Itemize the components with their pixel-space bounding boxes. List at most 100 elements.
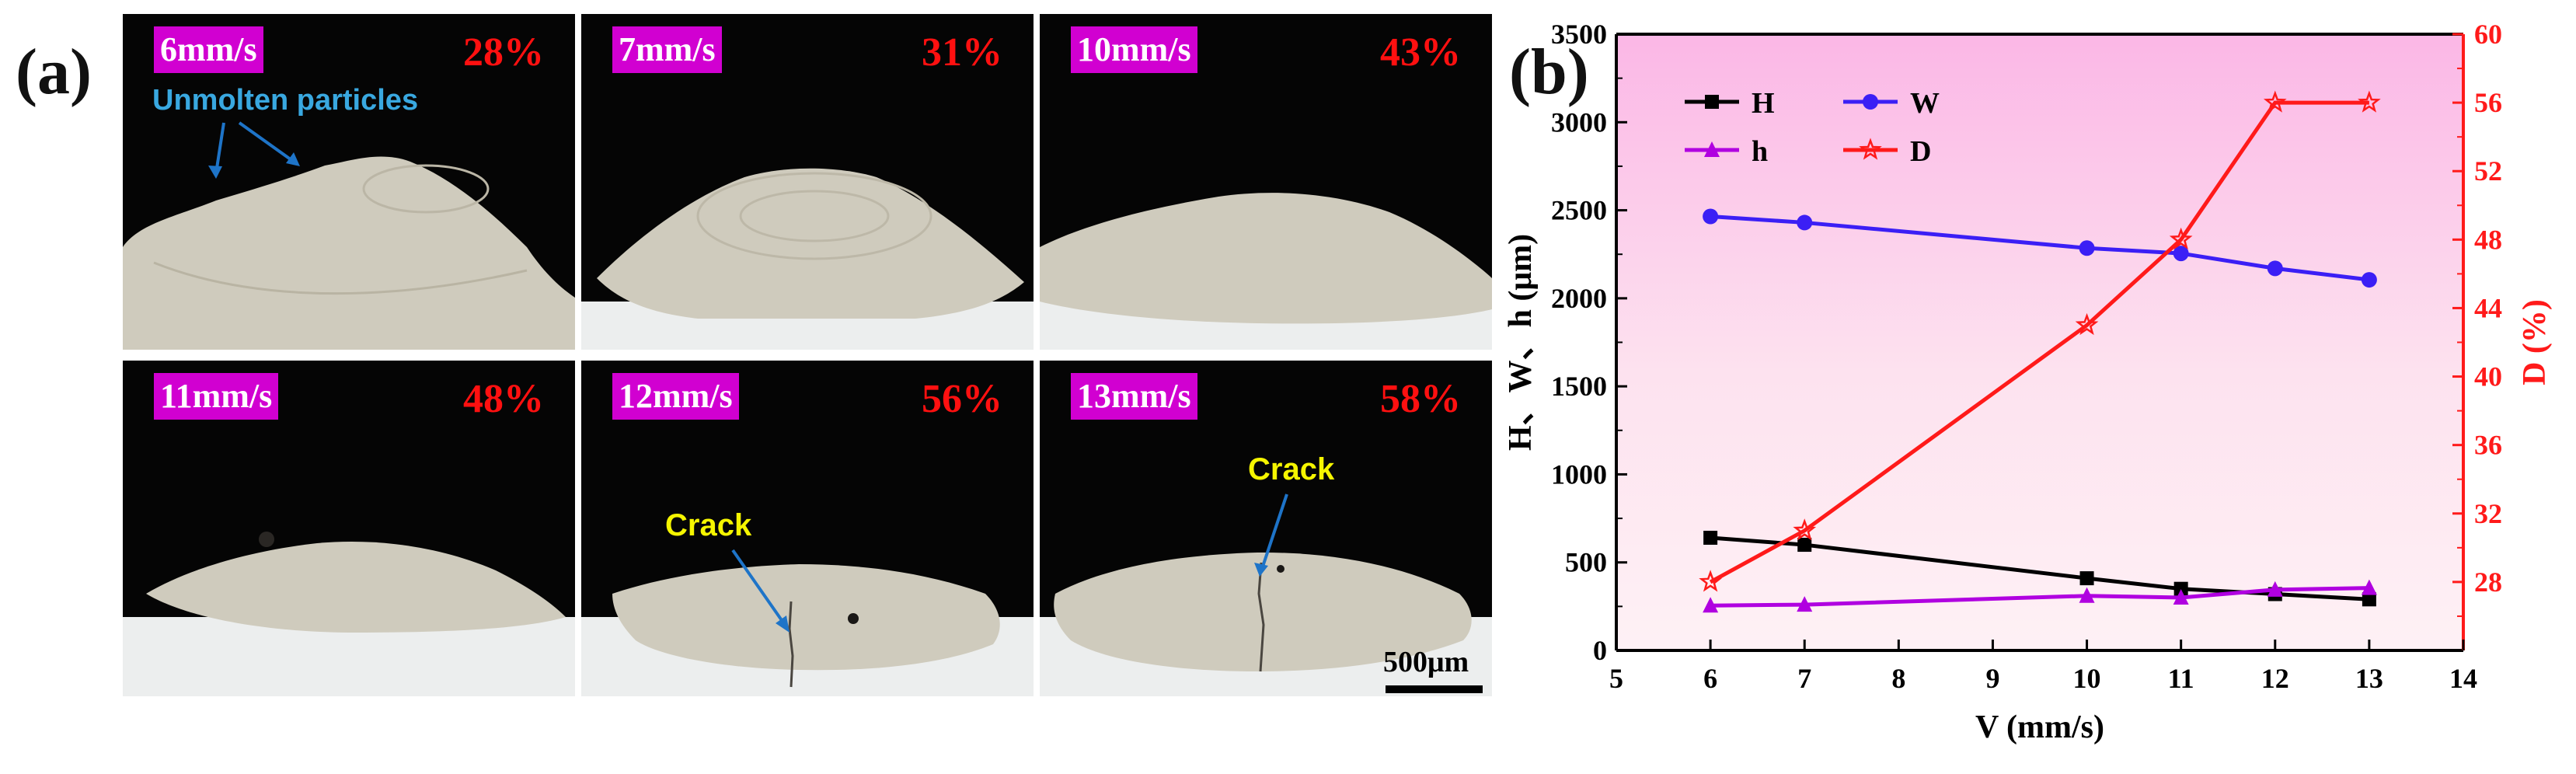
dilution-percent: 43% xyxy=(1380,30,1461,75)
legend-marker xyxy=(1859,138,1882,160)
micrograph-6-image xyxy=(1040,361,1492,696)
crack-arrow xyxy=(1254,493,1288,577)
series-D-group xyxy=(1699,90,2381,592)
speed-badge: 13mm/s xyxy=(1071,373,1197,420)
unmolten-particles-label: Unmolten particles xyxy=(152,84,419,117)
series-D-point xyxy=(1793,518,1817,541)
legend-item-H: H xyxy=(1685,87,1775,120)
speed-badge: 10mm/s xyxy=(1071,26,1197,73)
y-right-tick-label: 56 xyxy=(2474,87,2502,118)
series-h-point xyxy=(2267,580,2283,597)
series-h-point xyxy=(1703,597,1719,613)
y-tick-label: 1500 xyxy=(1551,371,1607,402)
y-tick-label: 0 xyxy=(1593,635,1607,666)
legend-marker xyxy=(1863,94,1878,110)
scale-bar xyxy=(1386,685,1483,693)
x-tick-label: 13 xyxy=(2355,663,2383,694)
legend-item-D: D xyxy=(1843,135,1931,168)
dilution-percent: 48% xyxy=(463,377,544,421)
speed-badge: 7mm/s xyxy=(612,26,722,73)
panel-b-chart: 5 6 7 8 9 10 11 12 13 14 0 500 1000 1500 2000 2500 3000 3… xyxy=(1504,0,2576,774)
series-H-point xyxy=(1797,538,1812,553)
y-right-tick-label: 40 xyxy=(2474,361,2502,392)
series-h-line xyxy=(1710,586,2369,608)
y-right-axis-label: D (%) xyxy=(2517,299,2553,385)
series-W-point xyxy=(1797,214,1813,231)
speed-badge: 12mm/s xyxy=(612,373,739,420)
scale-bar-label: 500μm xyxy=(1383,646,1469,678)
unmolten-arrows xyxy=(208,121,300,179)
x-tick-label: 11 xyxy=(2168,663,2194,694)
series-H-point xyxy=(1703,530,1718,545)
series-W-line xyxy=(1710,214,2370,282)
series-H-point xyxy=(2362,592,2376,607)
dilution-percent: 56% xyxy=(922,377,1002,421)
y-tick-label: 1000 xyxy=(1551,458,1607,490)
series-W-point xyxy=(2267,260,2283,277)
x-tick-label: 5 xyxy=(1609,663,1623,694)
crack-arrow xyxy=(731,549,790,633)
legend-item-h: h xyxy=(1685,135,1768,168)
dilution-percent: 58% xyxy=(1380,377,1461,421)
speed-badge: 6mm/s xyxy=(154,26,263,73)
crack-label: Crack xyxy=(1248,452,1335,486)
y-right-tick-label: 28 xyxy=(2474,567,2502,598)
series-h-point xyxy=(2079,587,2095,603)
legend-label: H xyxy=(1752,87,1775,120)
y-right-tick-label: 36 xyxy=(2474,430,2502,461)
series-D-point xyxy=(1699,570,1722,592)
legend-label: W xyxy=(1910,87,1940,120)
x-tick-label: 12 xyxy=(2261,663,2289,694)
y-right-tick-label: 32 xyxy=(2474,498,2502,529)
legend-marker xyxy=(1705,95,1719,109)
legend-label: D xyxy=(1910,135,1931,168)
y-axis-label: H、W、h (μm) xyxy=(1504,234,1539,451)
y-tick-label: 3500 xyxy=(1551,19,1607,50)
micrograph-4: 11mm/s 48% xyxy=(123,361,575,696)
micrograph-4-image xyxy=(123,361,575,696)
x-axis-label: V (mm/s) xyxy=(1975,710,2104,745)
x-tick-label: 6 xyxy=(1703,663,1717,694)
series-W-point xyxy=(2173,246,2189,262)
series-W-point xyxy=(2361,272,2377,288)
panel-a-label: (a) xyxy=(16,36,92,108)
speed-badge: 11mm/s xyxy=(154,373,279,420)
series-D-line xyxy=(1709,100,2369,584)
crack-label: Crack xyxy=(665,508,752,542)
dilution-percent: 28% xyxy=(463,30,544,75)
micrograph-3: 10mm/s 43% xyxy=(1040,14,1492,350)
y-right-tick-label: 60 xyxy=(2474,19,2502,50)
series-H-line xyxy=(1710,535,2370,601)
legend-label: h xyxy=(1752,135,1768,168)
series-D-point xyxy=(2263,90,2287,113)
series-h-point xyxy=(1797,596,1813,612)
x-tick-label: 9 xyxy=(1985,663,1999,694)
series-D-point xyxy=(2358,90,2381,113)
micrograph-1: 6mm/s 28% Unmolten particles xyxy=(123,14,575,350)
series-H-point xyxy=(2173,581,2188,596)
y-tick-label: 500 xyxy=(1565,547,1607,578)
series-W-point xyxy=(1703,208,1719,225)
series-h-point xyxy=(2173,589,2189,605)
series-W-point xyxy=(2079,240,2095,256)
series-D-point xyxy=(2169,227,2193,249)
y-tick-label: 2000 xyxy=(1551,283,1607,314)
line-chart: 5 6 7 8 9 10 11 12 13 140500100015002000250030003… xyxy=(1504,19,2553,745)
series-D-point xyxy=(2075,312,2099,336)
micrograph-6: 13mm/s 58% Crack 500μm xyxy=(1040,361,1492,696)
legend-item-W: W xyxy=(1843,87,1940,120)
y-right-tick-label: 48 xyxy=(2474,224,2502,255)
micrograph-5: 12mm/s 56% Crack xyxy=(581,361,1034,696)
plot-background xyxy=(1616,34,2463,650)
legend-marker xyxy=(1704,141,1720,157)
dilution-percent: 31% xyxy=(922,30,1002,75)
y-right-tick-label: 52 xyxy=(2474,155,2502,187)
x-tick-label: 10 xyxy=(2073,663,2101,694)
series-W-group xyxy=(1703,208,2377,288)
y-tick-label: 3000 xyxy=(1551,106,1607,138)
x-tick-label: 7 xyxy=(1797,663,1811,694)
panel-b-label: (b) xyxy=(1509,36,1589,108)
panel-a-micrographs: 6mm/s 28% Unmolten particles 7mm/s 31% 1… xyxy=(123,14,1492,696)
y-tick-label: 2500 xyxy=(1551,195,1607,226)
series-h-point xyxy=(2361,579,2377,595)
